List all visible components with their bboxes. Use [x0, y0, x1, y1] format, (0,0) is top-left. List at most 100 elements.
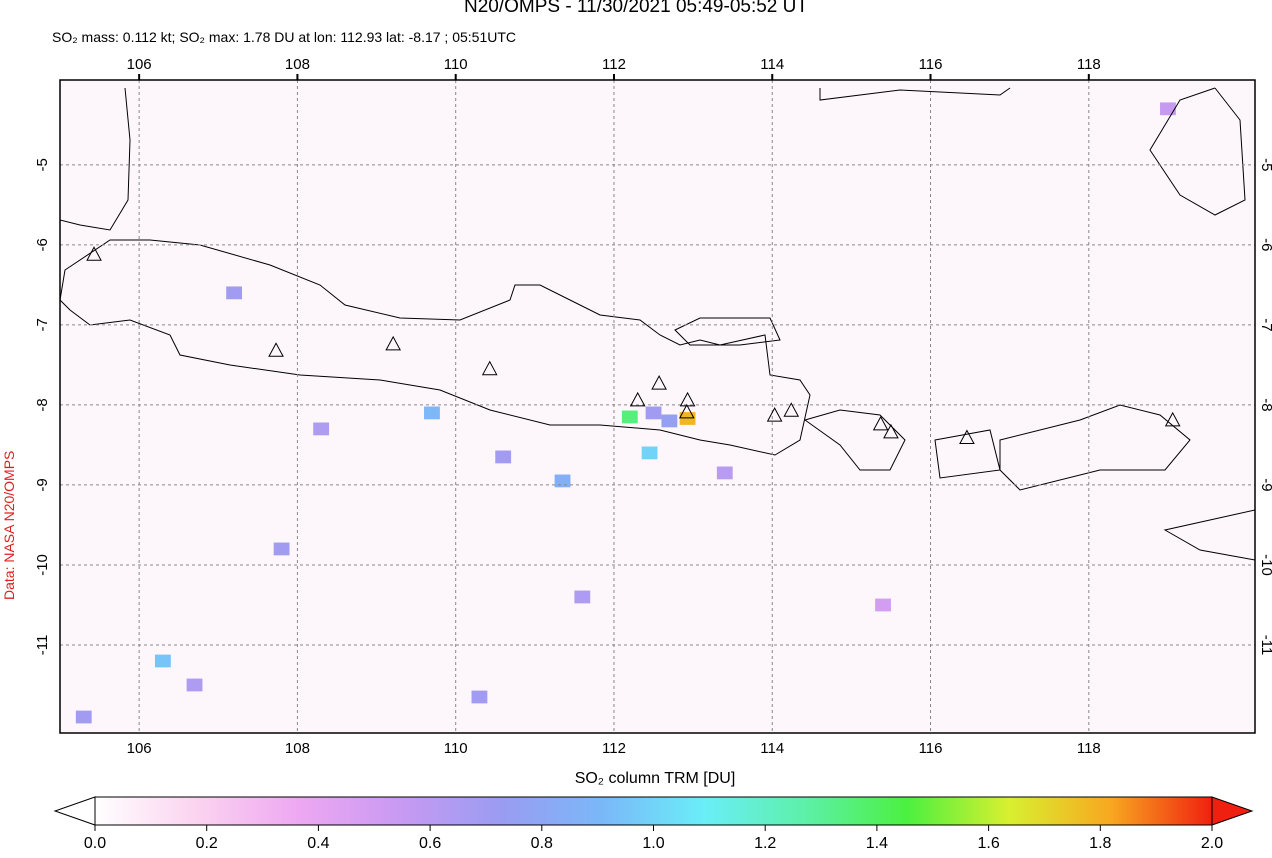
x-tick-mark — [454, 74, 457, 80]
colorbar-tick-label: 2.0 — [1201, 835, 1223, 852]
source-label: Data: NASA N20/OMPS — [1, 451, 17, 600]
volcano — [678, 403, 695, 419]
x-tick-label: 114 — [760, 740, 784, 757]
x-tick-label: 116 — [919, 740, 943, 757]
colorbar-over-arrow — [1211, 796, 1254, 826]
volcano — [1164, 411, 1181, 427]
colorbar-tick-label: 0.6 — [419, 835, 441, 852]
colorbar — [94, 796, 1213, 826]
coast-bali — [803, 409, 906, 471]
grid-layer: 106 106 108 108 110 110 112 112 114 114 116 116 118 1… — [34, 56, 1272, 757]
so2-pixel — [186, 678, 203, 692]
x-tick-mark — [929, 74, 932, 80]
so2-pixel — [621, 410, 638, 424]
x-tick-label: 108 — [285, 740, 310, 757]
so2-pixel — [75, 710, 92, 724]
x-tick-mark — [1087, 74, 1090, 80]
so2-pixel — [226, 286, 243, 300]
y-tick-label: -5 — [1258, 158, 1272, 171]
colorbar-label: SO₂ column TRM [DU] — [575, 770, 736, 787]
volcano — [481, 360, 498, 376]
coast-sulawesi — [1149, 87, 1246, 216]
so2-pixel — [273, 542, 290, 556]
y-tick-label: -6 — [1258, 238, 1272, 251]
volcano-layer — [86, 246, 1181, 445]
volcano — [959, 429, 975, 445]
x-tick-label: 114 — [760, 56, 784, 73]
so2-pixel — [154, 654, 171, 668]
y-tick-label: -8 — [1258, 398, 1272, 411]
y-tick-label: -5 — [34, 158, 51, 171]
coast-sumba — [1163, 509, 1255, 561]
so2-pixel — [875, 598, 891, 612]
subtitle: SO₂ mass: 0.112 kt; SO₂ max: 1.78 DU at … — [52, 29, 516, 45]
colorbar-tick-label: 0.4 — [307, 835, 329, 852]
colorbar-tick-label: 0.8 — [531, 835, 553, 852]
colorbar-tick-label: 1.0 — [642, 835, 664, 852]
y-tick-label: -9 — [1258, 478, 1272, 491]
colorbar-tick-label: 0.2 — [196, 835, 218, 852]
volcano — [883, 423, 899, 439]
title: N20/OMPS - 11/30/2021 05:49-05:52 UT — [464, 0, 808, 17]
so2-pixel — [679, 412, 696, 425]
volcano — [268, 342, 284, 357]
pixel-layer — [75, 102, 1176, 724]
y-tick-label: -11 — [34, 635, 51, 656]
y-tick-label: -8 — [34, 398, 51, 411]
x-tick-label: 108 — [285, 56, 310, 73]
so2-pixel — [661, 414, 678, 428]
x-tick-label: 110 — [444, 56, 468, 73]
x-tick-mark — [771, 74, 774, 80]
colorbar-tick-label: 1.2 — [754, 835, 776, 852]
volcano — [872, 415, 889, 431]
y-tick-label: -7 — [1258, 318, 1272, 331]
x-tick-label: 110 — [444, 740, 468, 757]
coast-borneo — [819, 87, 1011, 101]
colorbar-tick-label: 1.8 — [1089, 835, 1111, 852]
colorbar-tick-label: 1.6 — [977, 835, 999, 852]
x-tick-label: 112 — [602, 56, 626, 73]
so2-pixel — [574, 590, 591, 604]
colorbar-ticks: 0.0 0.2 0.4 0.6 0.8 1.0 1.2 1.4 1.6 1.8 2.0 — [84, 825, 1223, 852]
y-tick-label: -6 — [34, 238, 51, 251]
coast-java — [60, 239, 811, 456]
colorbar-tick-label: 0.0 — [84, 835, 106, 852]
volcano — [651, 375, 667, 390]
x-tick-label: 106 — [127, 56, 152, 73]
y-tick-label: -11 — [1258, 635, 1272, 656]
so2-pixel — [1160, 102, 1176, 116]
so2-pixel — [471, 690, 488, 704]
coast-madura — [674, 317, 781, 346]
x-tick-label: 118 — [1077, 56, 1101, 73]
so2-pixel — [495, 450, 512, 464]
volcano — [86, 246, 102, 261]
x-tick-mark — [138, 74, 141, 80]
so2-pixel — [554, 474, 571, 488]
y-tick-label: -7 — [34, 318, 51, 331]
x-tick-mark — [612, 74, 615, 80]
x-tick-label: 106 — [127, 740, 152, 757]
x-tick-mark — [296, 74, 299, 80]
x-tick-label: 118 — [1077, 740, 1101, 757]
so2-pixel — [313, 422, 330, 436]
so2-pixel — [645, 406, 662, 420]
coast-sumbawa — [999, 404, 1191, 491]
volcano — [385, 335, 402, 351]
so2-pixel — [424, 406, 440, 420]
volcano — [783, 402, 800, 417]
x-tick-label: 112 — [602, 740, 626, 757]
y-tick-label: -10 — [1258, 554, 1272, 576]
so2-pixel — [716, 466, 733, 480]
colorbar-under-arrow — [53, 796, 96, 826]
coast-sumatra — [60, 87, 131, 231]
y-tick-label: -9 — [34, 478, 51, 491]
so2-pixel — [641, 446, 658, 460]
volcano — [766, 407, 783, 422]
y-tick-label: -10 — [34, 554, 51, 576]
coastlines — [60, 87, 1255, 561]
plot-frame — [59, 79, 1256, 734]
volcano — [629, 391, 646, 407]
x-tick-label: 116 — [919, 56, 943, 73]
